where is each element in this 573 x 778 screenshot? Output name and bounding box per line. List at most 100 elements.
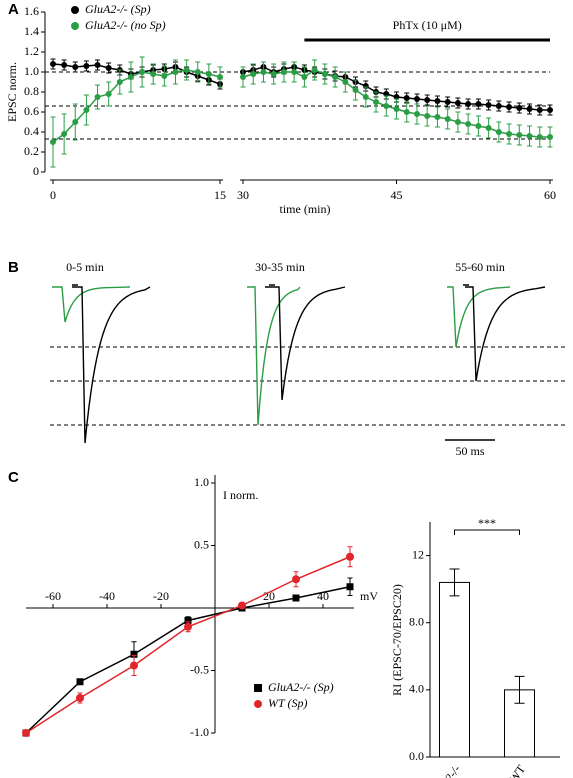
y-axis-label: EPSC norm. — [5, 62, 19, 122]
marker — [194, 69, 201, 75]
marker — [393, 106, 400, 112]
marker — [342, 79, 349, 85]
marker — [321, 71, 328, 77]
marker — [217, 74, 223, 80]
marker — [184, 622, 192, 631]
y-axis-label: RI (EPSC-70/EPSC20) — [390, 584, 404, 696]
marker — [547, 107, 553, 113]
y-tick-label: -0.5 — [190, 662, 209, 676]
marker — [116, 79, 123, 85]
marker — [105, 65, 112, 71]
marker — [311, 67, 318, 73]
x-tick-label: WT — [506, 762, 529, 778]
marker — [506, 104, 513, 110]
marker — [465, 121, 472, 127]
marker — [50, 61, 56, 67]
x-tick-label: -40 — [99, 589, 115, 603]
marker — [424, 113, 431, 119]
marker — [475, 123, 482, 129]
x-axis-label: mV — [360, 589, 378, 603]
marker — [346, 583, 354, 591]
x-tick-label: 45 — [391, 188, 403, 202]
marker — [250, 71, 257, 77]
marker — [495, 103, 502, 109]
trace-label: 30-35 min — [255, 260, 305, 274]
marker — [413, 96, 420, 102]
marker — [50, 139, 56, 145]
legend-marker — [254, 700, 262, 708]
x-tick-label: -60 — [45, 589, 61, 603]
marker — [536, 107, 543, 113]
trace — [265, 286, 346, 401]
legend-marker — [254, 684, 262, 692]
marker — [184, 617, 192, 624]
marker — [161, 73, 168, 79]
marker — [72, 119, 79, 125]
marker — [465, 101, 472, 107]
marker — [506, 131, 513, 137]
trace-label: 0-5 min — [66, 260, 104, 274]
marker — [292, 575, 300, 584]
marker — [444, 99, 451, 105]
marker — [526, 133, 533, 139]
panel-label: B — [8, 259, 19, 276]
marker — [292, 594, 300, 602]
y-tick-label: 1.2 — [24, 44, 39, 58]
significance: *** — [478, 516, 496, 530]
annotation: PhTx (10 μM) — [393, 18, 462, 32]
y-tick-label: 8.0 — [409, 614, 424, 628]
marker — [22, 729, 30, 737]
marker — [260, 69, 267, 75]
marker — [516, 132, 523, 138]
marker — [139, 69, 146, 75]
series-line — [52, 63, 221, 85]
marker — [130, 661, 138, 670]
marker — [403, 109, 410, 115]
marker — [346, 552, 354, 561]
marker — [434, 98, 441, 104]
marker — [291, 69, 298, 75]
marker — [383, 103, 390, 109]
x-tick-label: 20 — [263, 589, 275, 603]
scale-bar-label: 50 ms — [455, 444, 484, 458]
trace — [447, 286, 511, 348]
marker — [72, 64, 79, 70]
y-tick-label: 0.2 — [24, 144, 39, 158]
x-tick-label: -20 — [153, 589, 169, 603]
marker — [130, 650, 138, 658]
marker — [413, 111, 420, 117]
x-tick-label: 0 — [50, 188, 56, 202]
panel-label: C — [8, 469, 19, 486]
x-tick-label: 60 — [544, 188, 556, 202]
marker — [444, 116, 451, 122]
y-tick-label: -1.0 — [190, 725, 209, 739]
y-tick-label: 1.0 — [194, 475, 209, 489]
marker — [183, 67, 190, 73]
marker — [536, 134, 543, 140]
marker — [172, 69, 179, 75]
marker — [127, 74, 134, 80]
marker — [495, 129, 502, 135]
y-tick-label: 0.8 — [24, 84, 39, 98]
series-line — [25, 586, 351, 734]
marker — [94, 94, 101, 100]
legend-label: GluA2-/- (Sp) — [85, 2, 151, 16]
y-tick-label: 0.6 — [24, 104, 39, 118]
marker — [238, 601, 246, 610]
y-tick-label: 4.0 — [409, 682, 424, 696]
y-tick-label: 0.4 — [24, 124, 39, 138]
marker — [83, 63, 90, 69]
marker — [362, 94, 369, 100]
y-tick-label: 12 — [412, 547, 424, 561]
trace — [52, 286, 131, 323]
marker — [485, 125, 492, 131]
y-tick-label: 1.6 — [24, 4, 39, 18]
significance-bracket — [454, 529, 520, 535]
marker — [301, 74, 308, 80]
marker — [485, 102, 492, 108]
marker — [547, 134, 553, 140]
marker — [76, 678, 84, 686]
y-tick-label: 0.0 — [409, 749, 424, 763]
